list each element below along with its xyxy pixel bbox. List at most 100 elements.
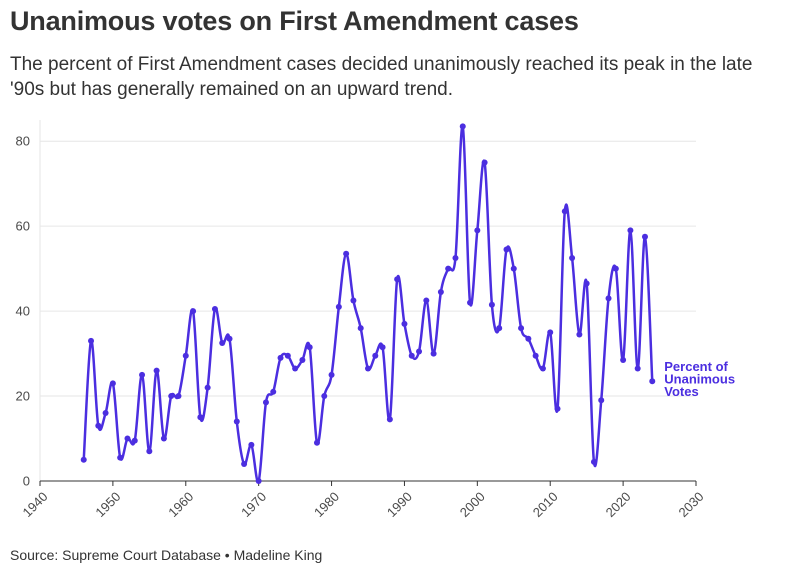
y-tick-label: 0	[23, 474, 30, 489]
data-point	[641, 233, 648, 240]
y-tick-label: 40	[16, 304, 30, 319]
data-point	[379, 344, 386, 351]
data-point	[109, 380, 116, 387]
x-tick-label: 1980	[311, 489, 342, 520]
data-point	[416, 348, 423, 355]
series-label-line: Unanimous	[664, 372, 735, 387]
data-point	[488, 301, 495, 308]
data-point	[248, 441, 255, 448]
data-point	[241, 461, 248, 468]
series-label-line: Votes	[664, 384, 698, 399]
data-point	[197, 414, 204, 421]
data-point	[299, 356, 306, 363]
data-point	[284, 352, 291, 359]
data-point	[576, 331, 583, 338]
series	[82, 125, 654, 483]
data-point	[510, 265, 517, 272]
axes	[39, 120, 696, 482]
source-note: Source: Supreme Court Database • Madelin…	[10, 547, 323, 563]
data-point	[590, 458, 597, 465]
data-point	[627, 227, 634, 234]
data-point	[219, 339, 226, 346]
data-point	[474, 227, 481, 234]
data-point	[539, 365, 546, 372]
data-point	[401, 320, 408, 327]
chart-title: Unanimous votes on First Amendment cases	[10, 6, 579, 36]
series-label-line: Percent of	[664, 359, 728, 374]
data-point	[306, 344, 313, 351]
x-tick-label: 2030	[675, 489, 706, 520]
data-point	[233, 418, 240, 425]
data-point	[204, 384, 211, 391]
data-point	[160, 435, 167, 442]
data-point	[102, 410, 109, 417]
x-tick-label: 1940	[19, 489, 50, 520]
data-point	[561, 208, 568, 215]
data-point	[255, 478, 262, 484]
data-point	[423, 297, 430, 304]
data-point	[437, 289, 444, 296]
x-tick-label: 1960	[165, 489, 196, 520]
data-point	[153, 367, 160, 374]
data-point	[350, 297, 357, 304]
y-tick-label: 80	[16, 134, 30, 149]
data-point	[445, 265, 452, 272]
chart-subtitle: The percent of First Amendment cases dec…	[10, 54, 753, 100]
data-point	[452, 255, 459, 262]
data-point	[131, 437, 138, 444]
data-point	[408, 352, 415, 359]
x-tick-label: 2010	[530, 489, 561, 520]
series-line	[82, 125, 654, 483]
data-point	[598, 397, 605, 404]
data-point	[190, 308, 197, 315]
data-point	[175, 393, 182, 400]
data-point	[620, 356, 627, 363]
data-point	[321, 393, 328, 400]
data-point	[372, 352, 379, 359]
y-tick-label: 20	[16, 389, 30, 404]
data-point	[554, 405, 561, 412]
data-point	[547, 329, 554, 336]
data-point	[292, 365, 299, 372]
data-point	[569, 255, 576, 262]
x-tick-label: 1950	[92, 489, 123, 520]
y-tick-label: 60	[16, 219, 30, 234]
data-point	[117, 454, 124, 461]
y-axis-ticks: 0 20 40 60 80	[16, 134, 30, 489]
data-point	[459, 123, 466, 130]
gridlines	[40, 140, 696, 397]
data-point	[182, 352, 189, 359]
data-point	[95, 422, 102, 429]
data-point	[634, 365, 641, 372]
x-tick-label: 1990	[384, 489, 415, 520]
data-point	[146, 448, 153, 455]
data-point	[386, 416, 393, 423]
data-point	[262, 399, 269, 406]
data-point	[612, 265, 619, 272]
data-point	[496, 325, 503, 332]
data-point	[313, 439, 320, 446]
data-point	[335, 303, 342, 310]
data-point	[328, 371, 335, 378]
data-point	[518, 325, 525, 332]
data-point	[503, 246, 510, 253]
data-point	[525, 335, 532, 342]
data-point	[605, 295, 612, 302]
data-point	[80, 456, 87, 463]
data-point	[365, 365, 371, 372]
data-point	[394, 276, 401, 283]
data-point	[270, 388, 277, 395]
data-point	[532, 352, 539, 359]
x-tick-label: 2020	[603, 489, 634, 520]
data-point	[430, 350, 437, 357]
data-point	[211, 305, 218, 312]
data-point	[88, 337, 95, 344]
data-point	[226, 335, 233, 342]
data-point	[583, 280, 590, 287]
data-point	[139, 371, 146, 378]
x-axis-ticks: 1940 1950 1960 1970 1980 1990 2000 2010 2020 2030	[19, 481, 707, 520]
data-point	[649, 378, 656, 385]
x-tick-label: 2000	[457, 489, 488, 520]
